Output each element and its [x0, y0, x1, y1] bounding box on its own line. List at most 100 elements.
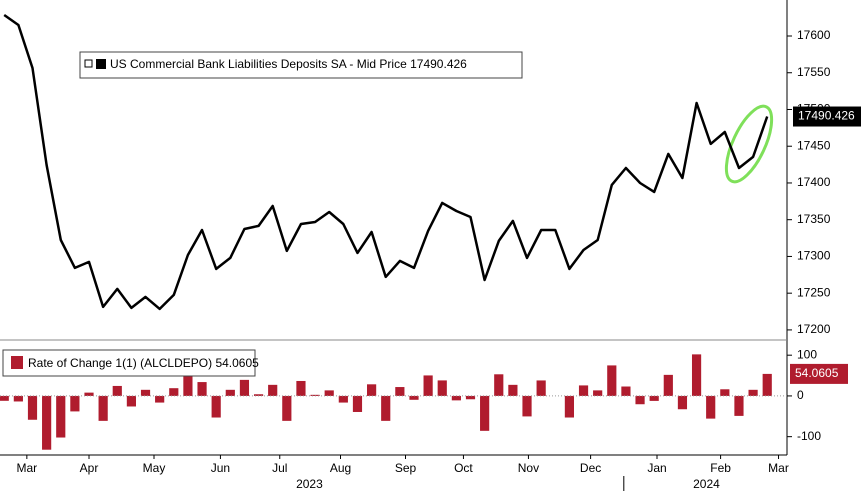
legend-swatch — [11, 356, 23, 369]
line — [3, 13, 769, 311]
bar — [762, 373, 772, 396]
x-tick-label: Mar — [17, 461, 38, 475]
bar — [253, 394, 264, 396]
value-tag-label: 54.0605 — [795, 366, 839, 380]
y-tick-label: 17350 — [797, 212, 831, 226]
bar — [140, 389, 151, 396]
x-tick-label: Oct — [454, 461, 473, 475]
bar — [98, 395, 108, 421]
bar — [338, 395, 348, 403]
bar — [508, 384, 518, 396]
value-tag-label: 17490.426 — [798, 109, 855, 123]
year-label: 2024 — [693, 477, 720, 491]
bar — [451, 395, 461, 401]
y-tick-label: -100 — [797, 429, 821, 443]
legend-box — [79, 51, 523, 79]
bar — [423, 375, 433, 396]
y-tick-label: 17250 — [797, 285, 831, 299]
y-tick-label: 0 — [797, 388, 804, 402]
bar — [691, 354, 702, 396]
legend-name: Rate of Change 1(1) (ALCLDEPO) — [28, 356, 212, 370]
bar — [494, 374, 504, 396]
bar — [720, 389, 730, 396]
bar — [522, 395, 532, 417]
bar — [239, 379, 250, 396]
y-tick-label: 17300 — [797, 249, 831, 263]
y-tick-label: 17450 — [797, 138, 831, 152]
bar — [352, 395, 363, 412]
bar — [27, 395, 38, 420]
bar — [155, 395, 165, 403]
x-tick-label: Jun — [211, 461, 230, 475]
bar — [183, 373, 193, 396]
bar — [169, 388, 179, 396]
bar — [734, 395, 744, 416]
legend-value: 54.0605 — [215, 356, 259, 370]
legend-icon — [84, 59, 93, 68]
x-tick-label: Feb — [710, 461, 731, 475]
bar — [225, 389, 235, 396]
bar — [706, 395, 716, 419]
bar — [663, 374, 673, 396]
x-tick-label: Sep — [395, 461, 417, 475]
bar — [607, 365, 617, 396]
bar — [310, 394, 320, 396]
bar — [126, 395, 136, 407]
x-tick-label: Aug — [330, 461, 351, 475]
bar — [635, 395, 645, 405]
bar — [0, 395, 9, 401]
bar — [70, 395, 80, 412]
y-tick-label: 100 — [797, 347, 817, 361]
bar — [42, 395, 52, 450]
bar — [621, 386, 631, 396]
value-tag — [793, 106, 861, 127]
x-tick-label: Mar — [768, 461, 789, 475]
y-tick-label: 17400 — [797, 175, 831, 189]
bar — [112, 385, 122, 396]
legend: US Commercial Bank Liabilities Deposits … — [79, 51, 523, 79]
y-tick-label: 17550 — [797, 65, 831, 79]
bar — [282, 395, 292, 421]
legend: Rate of Change 1(1) (ALCLDEPO) 54.0605 — [2, 349, 259, 377]
bar — [437, 380, 447, 396]
legend-label: US Commercial Bank Liabilities Deposits … — [110, 57, 467, 71]
x-tick-label: Nov — [518, 461, 539, 475]
legend-swatch — [96, 59, 106, 69]
bar — [84, 392, 94, 396]
bar — [197, 382, 207, 396]
x-tick-label: Dec — [580, 461, 601, 475]
legend-name: US Commercial Bank Liabilities Deposits … — [110, 57, 407, 71]
bar — [324, 390, 334, 396]
bar — [536, 380, 546, 396]
x-tick-label: Jul — [272, 461, 287, 475]
bar — [409, 395, 419, 400]
bar — [593, 390, 603, 396]
bar — [649, 395, 659, 401]
year-label: 2023 — [296, 477, 323, 491]
legend-value: 17490.426 — [410, 57, 467, 71]
bar — [367, 384, 377, 396]
bar — [748, 389, 758, 396]
bar — [395, 387, 405, 396]
bar — [381, 395, 391, 421]
bar — [268, 384, 278, 396]
y-tick-label: 17200 — [797, 322, 831, 336]
legend-box — [2, 349, 256, 377]
bar — [480, 395, 490, 431]
x-tick-label: Apr — [80, 461, 99, 475]
bar — [56, 395, 66, 438]
x-tick-label: Jan — [647, 461, 666, 475]
highlight-ellipse — [724, 104, 774, 184]
legend-label: Rate of Change 1(1) (ALCLDEPO) 54.0605 — [28, 356, 259, 370]
bar — [677, 395, 688, 410]
y-tick-label: 17600 — [797, 28, 831, 42]
bar — [465, 395, 476, 400]
x-tick-label: May — [143, 461, 166, 475]
bar — [211, 395, 221, 418]
bar — [13, 395, 23, 402]
bar — [578, 385, 589, 396]
bar — [296, 380, 306, 396]
value-tag — [790, 363, 848, 384]
